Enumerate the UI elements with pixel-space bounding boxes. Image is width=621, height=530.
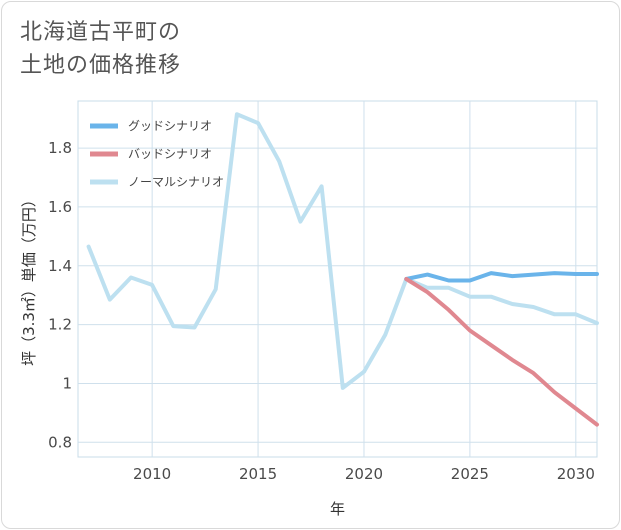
x-tick-label: 2010 (133, 465, 171, 483)
grid-lines (77, 100, 598, 458)
y-tick-label: 1.4 (48, 257, 72, 275)
x-tick-label: 2025 (451, 465, 489, 483)
chart-title-line-2: 土地の価格推移 (20, 53, 182, 78)
legend-label: グッドシナリオ (128, 119, 212, 133)
y-tick-label: 0.8 (48, 433, 72, 451)
series-lines (86, 112, 599, 427)
series-line-bad (404, 277, 599, 427)
legend-label: バッドシナリオ (128, 147, 212, 161)
y-tick-label: 1.2 (48, 316, 72, 334)
x-tick-label: 2030 (557, 465, 595, 483)
plot-frame (77, 100, 598, 458)
x-tick-label: 2015 (239, 465, 277, 483)
y-tick-label: 1.8 (48, 139, 72, 157)
series-line-normal (86, 112, 599, 390)
y-tick-label: 1.6 (48, 198, 72, 216)
y-axis-title: 坪（3.3㎡）単価（万円） (20, 192, 38, 366)
x-tick-label: 2020 (345, 465, 383, 483)
series-line-good (404, 271, 599, 283)
legend-label: ノーマルシナリオ (128, 175, 224, 189)
chart-title-line-1: 北海道古平町の (20, 20, 182, 45)
x-axis-title: 年 (330, 500, 345, 518)
axes: 2010 2015 2020 2025 2030 0.8 1 1.2 1.4 1.6 1.8 年 坪（3… (20, 139, 595, 518)
y-tick-label: 1 (62, 374, 72, 392)
chart-title: 北海道古平町の 土地の価格推移 (20, 16, 181, 82)
